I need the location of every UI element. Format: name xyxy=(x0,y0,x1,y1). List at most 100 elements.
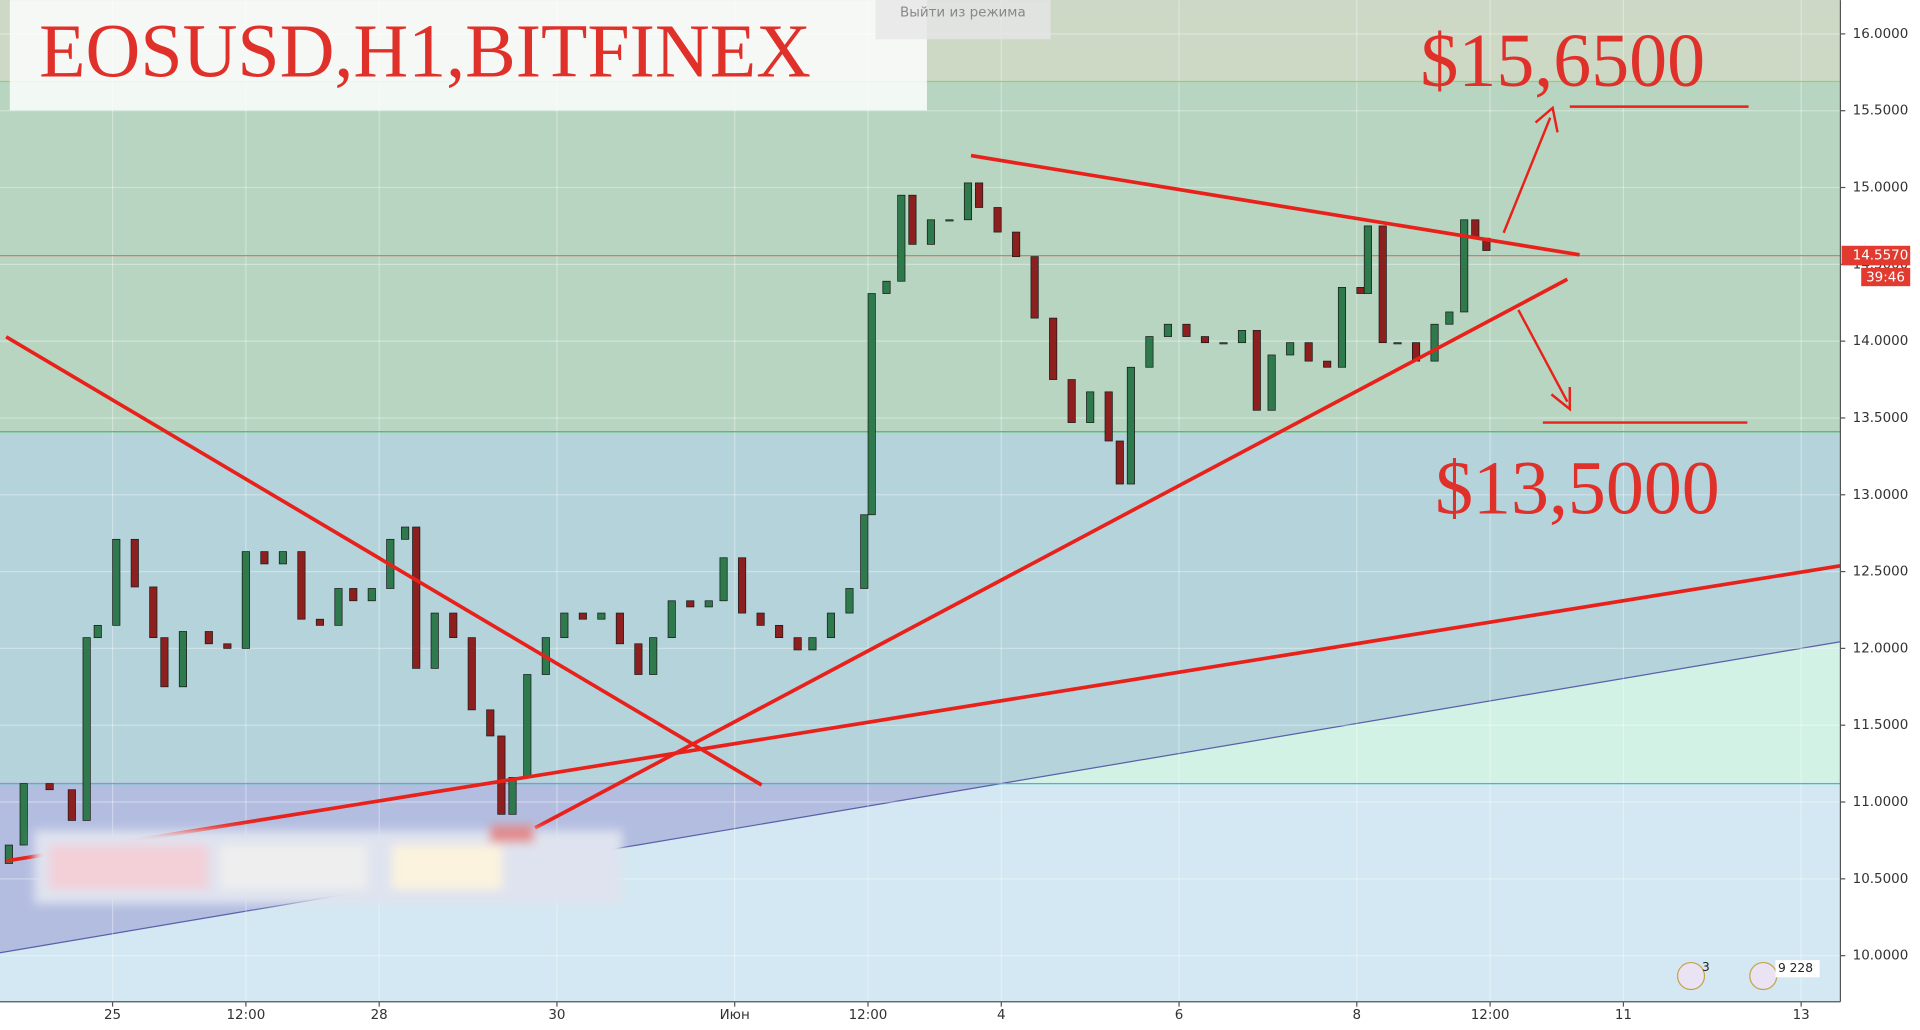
arrow xyxy=(1502,117,1552,234)
candle-body xyxy=(826,612,836,639)
x-tick-label: 28 xyxy=(371,1008,388,1023)
candle-body xyxy=(149,586,158,639)
candle-body xyxy=(860,514,869,589)
badge-count[interactable]: 9 228 xyxy=(1778,961,1813,975)
candle-body xyxy=(1323,360,1332,368)
candle-body xyxy=(204,631,213,645)
blur-box xyxy=(48,845,209,890)
candle-body xyxy=(615,612,624,645)
chart-title: EOSUSD,H1,BITFINEX xyxy=(39,9,811,93)
x-tick-label: 12:00 xyxy=(849,1008,888,1023)
candle-body xyxy=(82,637,91,821)
annotation: $15,6500 xyxy=(1420,19,1705,103)
y-tick-label: 10.5000 xyxy=(1853,872,1909,887)
candle-body xyxy=(793,637,802,651)
candle-body xyxy=(497,735,506,815)
candle-body xyxy=(897,194,906,282)
y-tick-label: 12.5000 xyxy=(1853,565,1909,580)
candle-body xyxy=(578,612,587,620)
badge-box[interactable] xyxy=(1775,960,1820,978)
trend-line xyxy=(5,335,763,787)
trend-line xyxy=(5,564,1841,863)
candle-body xyxy=(430,612,439,669)
badge-count[interactable]: 3 xyxy=(1702,960,1710,974)
candle-body xyxy=(945,219,954,222)
candle-body xyxy=(882,280,891,294)
candle-body xyxy=(1049,317,1058,380)
candle-body xyxy=(597,612,606,620)
exit-button-label[interactable]: Выйти из режима xyxy=(900,5,1026,20)
y-tick-label: 15.5000 xyxy=(1853,104,1909,119)
candle-body xyxy=(93,624,102,639)
candle-body xyxy=(401,526,410,540)
candle-body xyxy=(756,612,765,626)
y-tick-label: 12.0000 xyxy=(1853,641,1909,656)
candle-body xyxy=(1237,330,1247,344)
candle-body xyxy=(260,551,269,565)
candle-body xyxy=(704,600,713,608)
x-tick-label: 12:00 xyxy=(226,1008,265,1023)
candle-body xyxy=(1460,219,1469,313)
candle-body xyxy=(1304,342,1313,362)
candle-body xyxy=(1219,342,1228,345)
trend-line xyxy=(534,277,1569,830)
candle-body xyxy=(634,643,643,675)
y-tick-label: 13.0000 xyxy=(1853,488,1909,503)
candle-body xyxy=(19,783,28,846)
exit-button[interactable] xyxy=(875,0,1051,40)
last-price-box xyxy=(1841,245,1911,266)
candle-body xyxy=(45,783,54,791)
candle-body xyxy=(719,557,728,602)
x-tick-label: 13 xyxy=(1793,1008,1810,1023)
x-tick-label: 30 xyxy=(548,1008,565,1023)
blur-box xyxy=(489,825,534,843)
y-tick-label: 15.0000 xyxy=(1853,181,1909,196)
x-tick-label: 12:00 xyxy=(1471,1008,1510,1023)
candle-body xyxy=(508,777,517,815)
candle-body xyxy=(560,612,569,639)
candle-body xyxy=(1363,225,1372,294)
candle-body xyxy=(223,643,232,649)
x-tick-label: 4 xyxy=(997,1008,1006,1023)
annotation: $13,5000 xyxy=(1435,446,1720,530)
badge-icon[interactable] xyxy=(1749,961,1778,991)
blurred-legend xyxy=(34,825,623,904)
candle-body xyxy=(130,538,139,588)
arrow xyxy=(1517,309,1569,403)
candle-body xyxy=(1126,366,1135,485)
candle-body xyxy=(1471,219,1480,239)
candle-body xyxy=(1086,391,1095,423)
x-tick-label: 6 xyxy=(1175,1008,1184,1023)
candle-body xyxy=(334,588,343,626)
candle-body xyxy=(775,624,784,639)
candle-body xyxy=(1145,336,1154,368)
countdown-label: 39:46 xyxy=(1866,271,1905,286)
blur-box xyxy=(220,845,368,890)
candle-body xyxy=(315,618,324,626)
candle-body xyxy=(67,789,76,821)
candle-body xyxy=(1030,256,1039,319)
badge-icon[interactable] xyxy=(1676,961,1706,991)
candle-body xyxy=(160,637,169,688)
candle-body xyxy=(486,709,495,737)
y-tick-label: 11.5000 xyxy=(1853,718,1909,733)
y-tick-label: 14.0000 xyxy=(1853,334,1909,349)
candle-body xyxy=(1012,231,1021,258)
candle-body xyxy=(738,557,747,614)
candle-body xyxy=(1356,287,1365,294)
candle-body xyxy=(1067,379,1076,423)
arrow-head xyxy=(1534,105,1559,133)
y-tick-label: 11.0000 xyxy=(1853,795,1909,810)
candle-body xyxy=(467,637,476,711)
candle-body xyxy=(993,207,1002,233)
candle-body xyxy=(1378,225,1387,344)
candle-body xyxy=(278,551,287,565)
candle-body xyxy=(963,182,973,221)
candle-body xyxy=(367,588,376,602)
candle-body xyxy=(667,600,676,639)
x-axis-panel xyxy=(0,1001,1841,1030)
countdown-box xyxy=(1861,267,1911,287)
candle-body xyxy=(867,293,876,516)
candle-body xyxy=(908,194,917,245)
